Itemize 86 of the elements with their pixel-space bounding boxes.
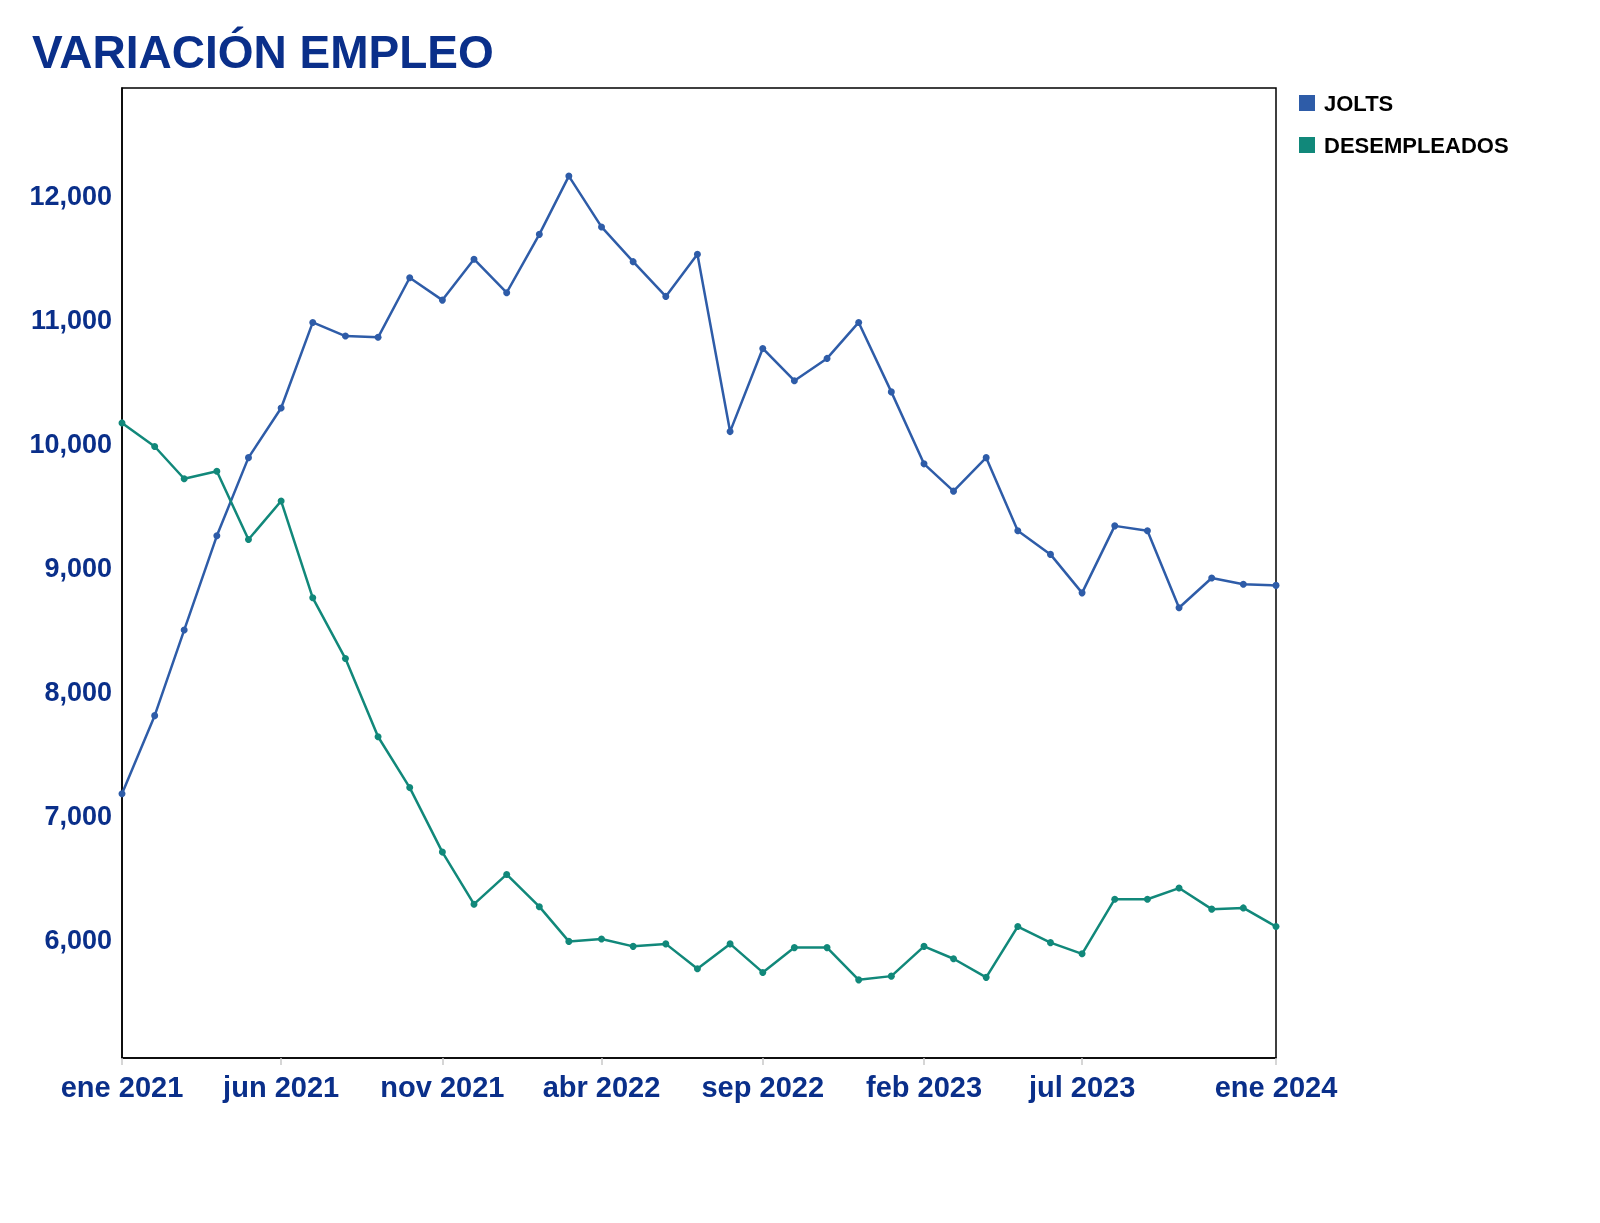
x-tick-label: ene 2021 [60, 1070, 184, 1103]
point [341, 655, 349, 663]
point [950, 955, 958, 963]
point [855, 318, 863, 326]
point [565, 172, 573, 180]
point [629, 258, 637, 266]
point [1239, 580, 1247, 588]
x-tick-label: nov 2021 [380, 1070, 505, 1103]
point [887, 972, 895, 980]
point [1046, 939, 1054, 947]
x-tick-label: feb 2023 [865, 1070, 983, 1103]
x-tick-label: sep 2022 [701, 1070, 825, 1103]
point [406, 784, 414, 792]
point [823, 354, 831, 362]
y-tick-label: 11,000 [30, 304, 112, 335]
y-tick-label: 10,000 [29, 429, 112, 459]
point [213, 532, 221, 540]
point [1239, 904, 1247, 912]
point [726, 940, 734, 948]
legend-label: DESEMPLEADOS [1324, 132, 1509, 158]
point [1175, 604, 1183, 612]
point [1208, 905, 1216, 913]
point [790, 377, 798, 385]
point [565, 937, 573, 945]
point [855, 976, 863, 984]
point [374, 733, 382, 741]
point [598, 935, 606, 943]
point [662, 940, 670, 948]
point [309, 594, 317, 602]
y-tick-label: 8,000 [44, 677, 112, 708]
point [662, 292, 670, 300]
point [180, 475, 188, 483]
point [1078, 589, 1086, 597]
point [1143, 895, 1151, 903]
point [759, 344, 767, 352]
point [1111, 522, 1119, 530]
point [598, 223, 606, 231]
y-tick-label: 12,000 [29, 180, 112, 211]
point [790, 944, 798, 952]
x-tick-label: jun 2021 [222, 1070, 340, 1103]
point [244, 536, 252, 544]
point [920, 942, 928, 950]
point [309, 318, 317, 326]
point [151, 442, 159, 450]
point [503, 289, 511, 297]
point [982, 454, 990, 462]
point [118, 790, 126, 798]
point [503, 870, 511, 878]
point [982, 973, 990, 981]
x-tick-label: ene 2024 [1214, 1070, 1338, 1103]
point [438, 296, 446, 304]
point [1014, 527, 1022, 535]
point [1078, 950, 1086, 958]
y-tick-label: 7,000 [44, 801, 112, 832]
point [1272, 581, 1280, 589]
point [693, 965, 701, 973]
point [438, 848, 446, 856]
point [1014, 923, 1022, 931]
point [244, 454, 252, 462]
point [180, 626, 188, 634]
point [950, 487, 958, 495]
point [726, 428, 734, 436]
x-tick-label: jul 2023 [1027, 1070, 1136, 1103]
point [535, 903, 543, 911]
point [406, 274, 414, 282]
y-tick-label: 9,000 [44, 553, 112, 584]
point [1046, 550, 1054, 558]
point [759, 968, 767, 976]
point [823, 944, 831, 952]
point [1111, 895, 1119, 903]
point [1143, 527, 1151, 535]
point [629, 942, 637, 950]
point [1272, 923, 1280, 931]
point [470, 900, 478, 908]
point [213, 467, 221, 475]
legend-label: JOLTS [1324, 90, 1394, 116]
y-tick-label: 6,000 [44, 925, 112, 956]
point [1208, 574, 1216, 582]
point [887, 388, 895, 396]
point [151, 712, 159, 720]
chart-title: VARIACIÓN EMPLEO [32, 26, 494, 78]
x-tick-label: abr 2022 [542, 1070, 661, 1103]
point [535, 230, 543, 238]
point [374, 333, 382, 341]
point [693, 250, 701, 258]
point [341, 332, 349, 340]
